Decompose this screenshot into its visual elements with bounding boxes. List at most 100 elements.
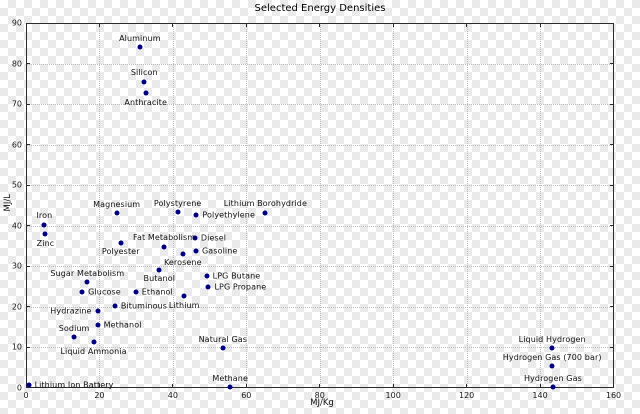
- point-label-kerosene: Kerosene: [163, 258, 202, 268]
- data-point-natural-gas: [220, 345, 226, 351]
- data-point-lithium-ion-battery: [26, 382, 32, 388]
- x-tick-label-40: 40: [167, 391, 178, 400]
- point-label-lithium: Lithium: [168, 300, 200, 310]
- y-tick-10: [26, 346, 30, 348]
- grid-line-x-60: [246, 23, 248, 388]
- x-tick-100: [392, 383, 394, 388]
- point-label-diesel: Diesel: [200, 233, 227, 243]
- x-tick-120: [466, 383, 468, 388]
- y-tick-right-60: [609, 144, 614, 145]
- grid-line-x-120: [466, 23, 468, 388]
- x-tick-label-100: 100: [385, 391, 401, 400]
- point-label-lithium-ion-battery: Lithium Ion Battery: [34, 380, 114, 390]
- y-tick-right-10: [609, 346, 614, 348]
- y-tick-label-10: 10: [11, 342, 22, 352]
- data-point-hydrazine: [95, 308, 101, 314]
- chart-title: Selected Energy Densities: [254, 3, 386, 14]
- data-point-aluminum: [137, 44, 143, 50]
- grid-line-x-140: [540, 23, 542, 388]
- data-point-lpg-butane: [204, 273, 210, 279]
- grid-line-y-60: [26, 144, 614, 146]
- data-point-iron: [41, 222, 47, 228]
- data-point-methanol: [95, 322, 101, 328]
- x-tick-top-20: [98, 23, 100, 27]
- x-tick-20: [98, 383, 100, 388]
- point-label-sugar-metabolism: Sugar Metabolism: [50, 268, 125, 278]
- y-tick-label-90: 90: [11, 18, 22, 28]
- data-point-lpg-propane: [205, 284, 211, 290]
- data-point-lithium: [181, 293, 187, 299]
- x-tick-60: [245, 383, 247, 388]
- y-tick-50: [26, 184, 30, 186]
- y-tick-label-80: 80: [11, 59, 22, 68]
- grid-line-y-10: [26, 347, 614, 348]
- y-tick-70: [26, 103, 30, 105]
- point-label-anthracite: Anthracite: [124, 97, 168, 107]
- x-tick-top-40: [172, 23, 174, 27]
- y-tick-60: [26, 144, 30, 145]
- point-label-liquid-ammonia: Liquid Ammonia: [60, 346, 127, 356]
- point-label-polystyrene: Polystyrene: [153, 198, 202, 208]
- data-point-lithium-borohydride: [262, 210, 268, 216]
- data-point-fat-metabolism: [161, 244, 167, 250]
- point-label-gasoline: Gasoline: [202, 246, 238, 256]
- x-tick-label-80: 80: [314, 391, 325, 400]
- data-point-silicon: [141, 79, 147, 85]
- point-label-sodium: Sodium: [58, 323, 90, 333]
- x-tick-top-140: [539, 23, 541, 27]
- y-tick-30: [26, 265, 30, 267]
- point-label-natural-gas: Natural Gas: [198, 334, 248, 344]
- x-tick-0: [25, 383, 27, 388]
- y-tick-right-0: [609, 387, 614, 388]
- point-label-methane: Methane: [212, 373, 248, 383]
- data-point-polyethylene: [193, 212, 199, 218]
- y-tick-label-20: 20: [11, 302, 22, 311]
- data-point-glucose: [79, 289, 85, 295]
- x-tick-160: [613, 383, 614, 388]
- data-point-polystyrene: [175, 209, 181, 215]
- data-point-ethanol: [133, 289, 139, 294]
- point-label-ethanol: Ethanol: [141, 287, 173, 296]
- y-tick-20: [26, 306, 30, 307]
- point-label-hydrogen-gas-700-bar: Hydrogen Gas (700 bar): [502, 352, 602, 362]
- y-tick-label-30: 30: [11, 261, 22, 271]
- data-point-methane: [227, 384, 233, 390]
- point-label-glucose: Glucose: [88, 287, 121, 297]
- point-label-liquid-hydrogen: Liquid Hydrogen: [518, 334, 586, 344]
- y-tick-90: [26, 22, 30, 24]
- x-tick-label-120: 120: [458, 391, 475, 400]
- x-tick-top-120: [466, 23, 468, 27]
- data-point-zinc: [42, 231, 48, 237]
- point-label-methanol: Methanol: [103, 320, 142, 330]
- data-point-hydrogen-gas: [550, 384, 556, 390]
- x-tick-top-80: [319, 23, 321, 27]
- y-tick-label-50: 50: [11, 180, 22, 190]
- y-tick-right-80: [609, 63, 614, 64]
- grid-line-x-80: [319, 23, 321, 388]
- x-tick-top-0: [25, 23, 27, 27]
- data-point-gasoline: [193, 248, 199, 254]
- y-tick-right-90: [609, 22, 614, 24]
- y-tick-label-0: 0: [16, 383, 22, 392]
- point-label-bituminous: Bituminous: [120, 301, 167, 311]
- data-point-magnesium: [114, 210, 120, 216]
- grid-line-x-20: [99, 23, 101, 388]
- data-point-kerosene: [180, 251, 186, 257]
- grid-line-y-30: [26, 266, 614, 267]
- data-point-liquid-ammonia: [91, 339, 97, 345]
- x-tick-label-20: 20: [94, 391, 105, 400]
- y-tick-80: [26, 63, 30, 64]
- grid-line-x-40: [172, 23, 174, 388]
- data-point-sodium: [71, 334, 77, 340]
- point-label-hydrogen-gas: Hydrogen Gas: [523, 373, 582, 383]
- point-label-fat-metabolism: Fat Metabolism: [133, 233, 196, 243]
- point-label-silicon: Silicon: [130, 68, 158, 78]
- point-label-iron: Iron: [36, 211, 53, 221]
- data-point-sugar-metabolism: [84, 279, 90, 285]
- y-tick-label-40: 40: [11, 221, 22, 230]
- data-point-butanol: [156, 267, 162, 273]
- point-label-zinc: Zinc: [36, 238, 55, 248]
- x-tick-40: [172, 383, 174, 388]
- grid-line-x-100: [393, 23, 395, 388]
